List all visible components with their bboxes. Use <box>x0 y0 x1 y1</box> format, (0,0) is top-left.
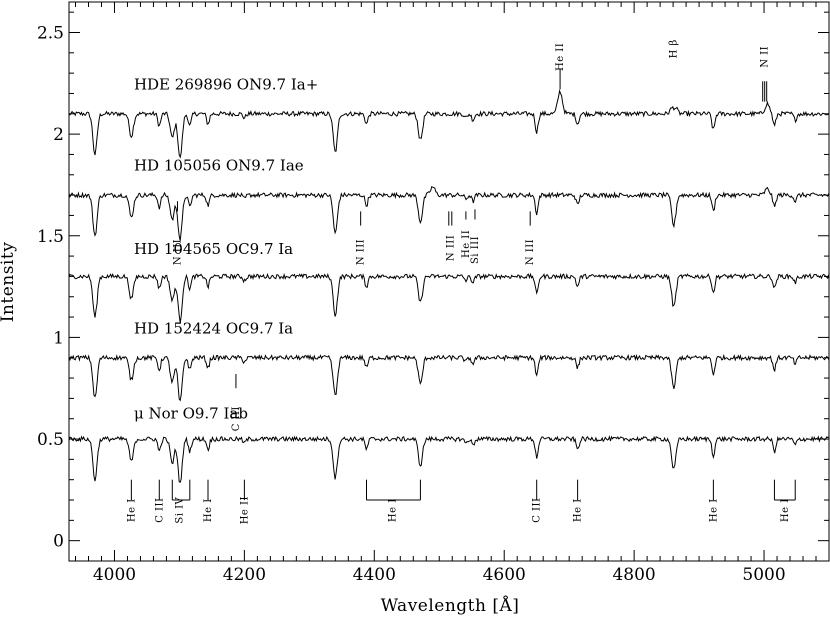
spectrum-line-0 <box>68 88 830 159</box>
bottom-label-9: He I <box>780 498 791 522</box>
spectrum-line-2 <box>68 272 830 324</box>
y-tick-label: 1 <box>53 328 64 348</box>
top-label-0: He II <box>555 43 566 71</box>
y-tick-label: 0 <box>53 532 64 552</box>
bottom-label-8: He I <box>708 498 719 522</box>
bottom-label-3: He I <box>203 498 214 522</box>
x-tick-label: 4600 <box>483 565 526 585</box>
series-label-1: HD 105056 ON9.7 Iae <box>134 157 304 175</box>
y-axis-label: Intensity <box>0 242 18 323</box>
spectrum-line-1 <box>68 185 830 241</box>
series-label-3: HD 152424 OC9.7 Ia <box>134 319 293 337</box>
mid-label-2: N III <box>445 235 456 261</box>
y-tick-label: 1.5 <box>37 227 64 247</box>
bottom-label-5: He I <box>387 498 398 522</box>
bottom-label-2: Si IV <box>174 496 185 523</box>
bottom-label-6: C III <box>532 498 543 523</box>
mid-label-0: N III <box>172 239 183 265</box>
mid-label-4: Si III <box>470 236 481 264</box>
spectra-series: HDE 269896 ON9.7 Ia+ HD 105056 ON9.7 Iae H… <box>68 75 830 483</box>
x-axis-label: Wavelength [Å] <box>381 595 520 616</box>
mid-label-5: N III <box>525 239 536 265</box>
series-label-0: HDE 269896 ON9.7 Ia+ <box>134 75 318 93</box>
series-label-4: μ Nor O9.7 Iab <box>134 405 248 423</box>
y-tick-label: 0.5 <box>37 430 64 450</box>
y-tick-label: 2.5 <box>37 23 64 43</box>
top-label-1: H β <box>669 39 680 58</box>
mid-label-1: N III <box>356 239 367 265</box>
spectrum-line-3 <box>68 353 830 402</box>
mid-label-6: C III <box>231 406 242 431</box>
plot-frame <box>68 1 830 562</box>
y-tick-label: 2 <box>53 125 64 145</box>
axes: 4000 4200 4400 4600 4800 5000 0 0.5 1 1.5 2 2.5 <box>37 1 830 585</box>
x-tick-label: 4000 <box>93 565 136 585</box>
x-tick-label: 5000 <box>742 565 785 585</box>
x-tick-label: 4200 <box>223 565 266 585</box>
spectrum-line-4 <box>68 435 829 483</box>
x-tick-label: 4800 <box>612 565 655 585</box>
mid-label-3: He II <box>461 230 472 258</box>
bottom-label-7: He I <box>573 498 584 522</box>
bottom-label-4: He II <box>239 496 250 524</box>
top-label-2: N II <box>760 46 771 68</box>
bottom-label-1: C III <box>154 498 165 523</box>
x-tick-label: 4400 <box>353 565 396 585</box>
bottom-label-0: He I <box>126 498 137 522</box>
series-label-2: HD 104565 OC9.7 Ia <box>134 240 293 258</box>
